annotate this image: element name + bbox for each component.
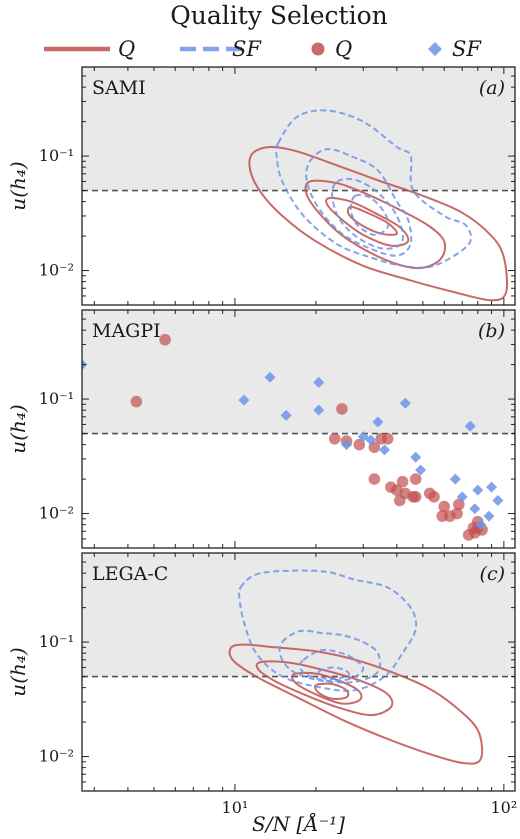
data-layer (82, 333, 504, 541)
legend-marker-q (311, 42, 325, 56)
y-axis-label: u(h₄) (6, 161, 30, 210)
point-sf-2 (264, 371, 276, 383)
panel-name: LEGA-C (92, 563, 168, 585)
point-q-1 (130, 395, 143, 408)
y-tick-label: 10⁻² (39, 747, 74, 766)
y-tick-label: 10⁻¹ (39, 389, 74, 408)
ticks (82, 310, 515, 549)
legend-marker-sf (428, 42, 442, 56)
contour-sf-level-1 (237, 569, 418, 692)
point-sf-5 (313, 404, 325, 416)
point-sf-9 (372, 416, 384, 428)
y-tick-label: 10⁻² (39, 504, 74, 523)
contour-sf-level-4 (317, 666, 351, 681)
point-q-5 (353, 438, 366, 451)
panel-frame (81, 552, 516, 792)
legend-entry-contour-sf: SF (180, 37, 262, 61)
contour-q-level-3 (325, 196, 410, 247)
point-q-23 (451, 507, 463, 520)
panel-name: MAGPI (92, 320, 161, 342)
point-q-17 (409, 473, 422, 485)
shaded-region (82, 553, 515, 677)
contour-q-level-1 (228, 643, 484, 765)
data-layer (228, 569, 484, 765)
point-sf-11 (410, 451, 422, 463)
point-q-21 (438, 500, 451, 513)
point-sf-6 (341, 439, 353, 451)
contour-sf-level-3 (331, 177, 405, 250)
point-q-8 (381, 432, 394, 445)
point-sf-18 (483, 510, 495, 522)
shaded-region (82, 67, 515, 191)
point-sf-17 (472, 484, 484, 496)
shaded-region (82, 310, 515, 434)
point-sf-19 (486, 481, 498, 493)
point-sf-3 (280, 409, 292, 421)
panel-frame (81, 66, 516, 306)
contour-sf-level-3 (299, 648, 365, 682)
panel-letter: (c) (480, 563, 505, 585)
point-sf-20 (492, 494, 504, 506)
point-q-2 (328, 432, 341, 445)
y-tick-label: 10⁻¹ (39, 146, 74, 165)
contour-q-level-3 (291, 671, 363, 705)
legend-entry-contour-q: Q (44, 37, 135, 61)
contour-sf-level-1 (275, 109, 473, 269)
point-sf-12 (415, 464, 427, 476)
contour-q-level-2 (304, 179, 447, 270)
legend: Quality Selection Q SF Q SF (44, 1, 482, 61)
point-sf-14 (456, 491, 468, 503)
x-tick-label: 10² (490, 798, 517, 817)
legend-label-q: Q (335, 37, 352, 61)
point-sf-16 (469, 503, 481, 515)
panel-frame (81, 309, 516, 549)
panel-letter: (a) (479, 77, 505, 99)
point-q-19 (428, 491, 440, 503)
legend-entry-points-q: Q (311, 37, 352, 61)
point-q-9 (368, 473, 381, 485)
point-sf-22 (475, 519, 487, 531)
ticks (82, 67, 515, 306)
point-sf-13 (449, 473, 461, 485)
point-sf-8 (365, 434, 377, 446)
y-axis-label: u(h₄) (6, 647, 30, 696)
contour-q-level-4 (346, 205, 398, 236)
y-tick-label: 10⁻¹ (39, 632, 74, 651)
point-q-16 (409, 491, 422, 503)
y-tick-label: 10⁻² (39, 261, 74, 280)
contour-q-level-1 (248, 145, 509, 302)
contour-sf-level-2 (278, 629, 382, 684)
point-q-0 (159, 333, 171, 346)
contour-sf-level-4 (349, 193, 390, 236)
legend-entry-points-sf: SF (428, 37, 482, 61)
point-sf-1 (238, 394, 250, 406)
y-axis-label: u(h₄) (6, 404, 30, 453)
x-tick-label: 10¹ (222, 798, 249, 817)
point-q-3 (336, 403, 348, 415)
point-sf-4 (313, 376, 325, 388)
panel-letter: (b) (478, 320, 505, 342)
ticks (82, 553, 515, 792)
panel-sami: 10⁻¹ 10⁻² u(h₄) SAMI (a) (6, 66, 516, 306)
legend-title: Quality Selection (170, 1, 388, 30)
legend-label-q: Q (118, 37, 135, 61)
legend-label-sf: SF (232, 37, 262, 61)
panel-name: SAMI (92, 77, 146, 99)
point-sf-10 (399, 397, 411, 409)
point-sf-21 (379, 444, 391, 456)
panel-lega-c: 10⁻¹ 10⁻² u(h₄) LEGA-C (c) 10¹ 10² (6, 552, 517, 817)
data-layer (248, 109, 509, 302)
contour-q-level-4 (314, 682, 350, 700)
point-q-13 (396, 475, 409, 488)
point-sf-15 (464, 420, 476, 432)
panel-magpi: 10⁻¹ 10⁻² u(h₄) MAGPI (b) (6, 309, 516, 549)
x-axis-label: S/N [Å⁻¹] (252, 811, 345, 836)
legend-label-sf: SF (452, 37, 482, 61)
